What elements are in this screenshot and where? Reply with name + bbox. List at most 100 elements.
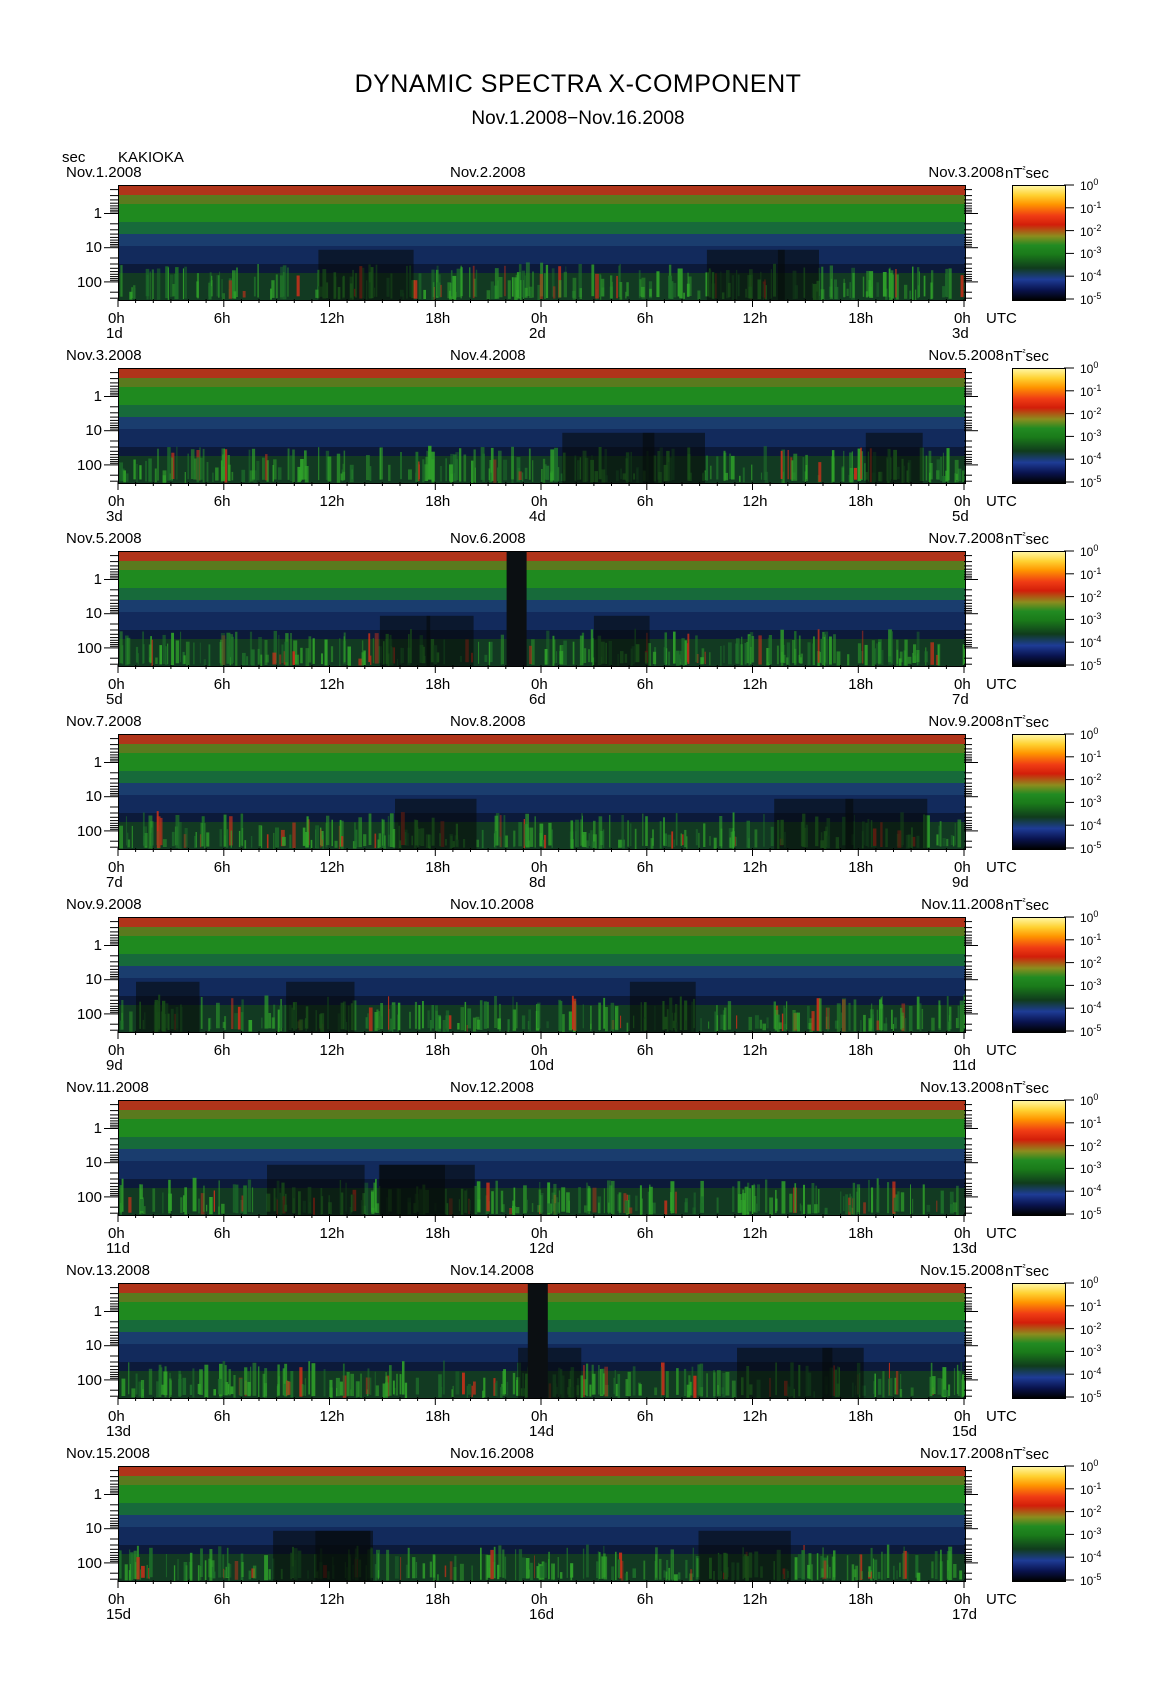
- activity-burst: [437, 1574, 439, 1581]
- activity-burst: [372, 638, 374, 664]
- x-tick-label: 0h: [531, 859, 548, 876]
- spectral-band: [119, 612, 965, 616]
- activity-burst: [597, 1551, 600, 1581]
- activity-burst: [581, 813, 583, 846]
- activity-burst: [560, 645, 564, 665]
- activity-burst: [272, 652, 277, 665]
- spectral-band: [119, 246, 965, 250]
- colorbar-tick-label: 10-1: [1080, 382, 1102, 399]
- spectral-band: [119, 660, 965, 664]
- activity-burst: [323, 1369, 326, 1397]
- activity-burst: [746, 642, 749, 664]
- activity-burst: [513, 838, 515, 848]
- activity-burst: [824, 631, 829, 665]
- activity-burst: [200, 1193, 205, 1215]
- activity-burst: [696, 1558, 700, 1578]
- activity-burst: [275, 274, 278, 299]
- activity-burst: [767, 637, 769, 663]
- activity-burst: [155, 657, 158, 664]
- activity-burst: [871, 1187, 874, 1213]
- activity-burst: [570, 820, 574, 849]
- activity-burst: [908, 1005, 913, 1032]
- activity-burst: [675, 650, 680, 666]
- activity-burst: [786, 642, 791, 666]
- date-mid-label: Nov.2.2008: [450, 164, 526, 181]
- activity-burst: [888, 656, 892, 665]
- activity-burst: [776, 645, 779, 665]
- spectral-band: [119, 1179, 965, 1183]
- activity-burst: [916, 996, 920, 1030]
- activity-burst: [222, 1361, 226, 1395]
- activity-burst: [521, 1557, 526, 1579]
- colorbar-unit-label: nT²sec: [1005, 530, 1049, 548]
- colorbar-tick-label: 10-4: [1080, 1000, 1102, 1017]
- activity-burst: [552, 286, 556, 299]
- activity-burst: [583, 1365, 585, 1398]
- activity-burst: [200, 997, 203, 1029]
- activity-burst: [739, 1200, 742, 1213]
- activity-burst: [874, 1373, 876, 1398]
- activity-burst: [877, 1571, 881, 1579]
- activity-burst: [554, 1203, 557, 1214]
- activity-burst: [199, 447, 201, 481]
- activity-burst: [329, 1387, 333, 1398]
- activity-burst: [929, 463, 933, 480]
- activity-burst: [529, 645, 532, 665]
- spectral-band: [119, 1515, 965, 1519]
- activity-burst: [162, 839, 167, 847]
- activity-burst: [355, 1381, 360, 1397]
- activity-burst: [894, 1377, 897, 1395]
- activity-burst: [766, 648, 771, 666]
- activity-burst: [374, 1564, 378, 1581]
- activity-burst: [138, 1381, 142, 1397]
- activity-burst: [948, 1546, 953, 1580]
- activity-burst: [438, 1374, 442, 1398]
- activity-burst: [861, 1385, 866, 1396]
- activity-burst: [660, 1366, 662, 1397]
- spectral-band: [119, 255, 965, 259]
- colorbar-unit-label: nT²sec: [1005, 1262, 1049, 1280]
- y-tick-label: 1: [93, 204, 102, 222]
- activity-burst: [853, 1569, 857, 1578]
- activity-burst: [821, 1568, 824, 1578]
- activity-burst: [360, 1373, 362, 1398]
- activity-burst: [252, 1187, 254, 1213]
- activity-burst: [444, 1565, 447, 1578]
- quiet-region: [562, 432, 655, 483]
- activity-burst: [684, 1198, 688, 1213]
- activity-burst: [234, 1013, 239, 1030]
- activity-burst: [759, 1019, 763, 1029]
- activity-burst: [627, 820, 629, 847]
- y-tick-label: 100: [76, 457, 102, 475]
- activity-burst: [145, 460, 147, 482]
- spectral-band: [119, 1476, 965, 1480]
- activity-burst: [758, 635, 762, 665]
- activity-burst: [141, 1565, 145, 1578]
- activity-burst: [868, 1018, 873, 1032]
- spectral-band: [119, 1020, 965, 1024]
- spectral-band: [119, 1536, 965, 1540]
- activity-burst: [857, 643, 862, 664]
- activity-burst: [290, 633, 292, 666]
- activity-burst: [448, 1015, 452, 1029]
- colorbar-tick-label: 10-5: [1080, 1572, 1102, 1588]
- x-tick-label: 12h: [742, 1225, 768, 1242]
- activity-burst: [136, 1557, 140, 1580]
- activity-burst: [904, 284, 908, 299]
- activity-burst: [598, 1202, 600, 1214]
- utc-label: UTC: [986, 493, 1017, 510]
- activity-burst: [912, 266, 914, 300]
- activity-burst: [131, 287, 133, 299]
- activity-burst: [171, 831, 175, 847]
- spectral-band: [119, 210, 965, 214]
- activity-burst: [668, 651, 671, 665]
- spectral-band: [119, 1500, 965, 1504]
- activity-burst: [749, 1188, 751, 1212]
- activity-burst: [593, 820, 596, 848]
- activity-burst: [126, 637, 131, 665]
- activity-burst: [336, 453, 341, 483]
- activity-burst: [686, 1384, 691, 1398]
- spectral-band: [119, 948, 965, 952]
- activity-burst: [204, 1364, 209, 1398]
- activity-burst: [820, 638, 825, 664]
